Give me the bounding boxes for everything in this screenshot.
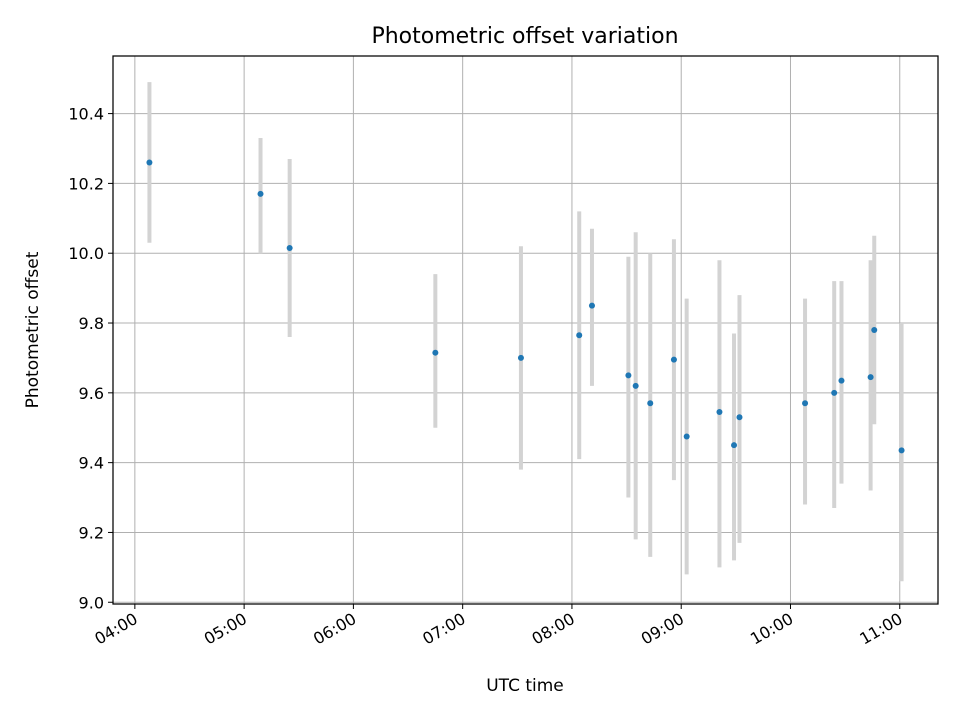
data-point	[286, 244, 293, 251]
x-tick-label: 09:00	[638, 609, 687, 649]
data-point	[432, 349, 439, 356]
data-point	[576, 332, 583, 339]
data-point	[831, 389, 838, 396]
x-axis-title: UTC time	[486, 676, 564, 696]
y-tick-label: 9.4	[79, 454, 104, 473]
x-tick-label: 07:00	[419, 609, 468, 649]
data-points	[146, 159, 905, 454]
x-tick-label: 10:00	[747, 609, 796, 649]
y-tick-label: 9.2	[79, 523, 104, 542]
data-point	[257, 190, 264, 197]
data-point	[871, 327, 878, 333]
y-tick-label: 10.4	[68, 105, 104, 124]
data-point	[802, 400, 809, 407]
data-point	[736, 414, 743, 421]
y-tick-label: 9.6	[79, 384, 104, 403]
y-tick-label: 10.2	[68, 174, 104, 193]
data-point	[867, 374, 874, 381]
data-point	[625, 372, 632, 379]
data-point	[632, 382, 639, 389]
x-tick-label: 04:00	[91, 609, 140, 649]
data-point	[146, 159, 153, 166]
plot-frame	[112, 55, 939, 605]
data-point	[731, 442, 738, 449]
data-point	[647, 400, 654, 407]
y-tick-label: 10.0	[68, 244, 104, 263]
data-point	[517, 354, 524, 361]
x-tick-label: 08:00	[529, 609, 578, 649]
error-bars	[147, 82, 904, 582]
x-tick-label: 06:00	[310, 609, 359, 649]
y-tick-label: 9.8	[79, 314, 104, 333]
y-axis-ticks: 9.0 9.2 9.4 9.6 9.8 10.0 10.2 10.4	[68, 105, 113, 612]
data-point	[683, 433, 690, 440]
data-point	[670, 356, 677, 363]
data-point	[898, 447, 905, 454]
data-point	[588, 302, 595, 309]
chart-title: Photometric offset variation	[371, 24, 678, 49]
x-tick-label: 11:00	[856, 609, 905, 649]
y-axis-title: Photometric offset	[23, 251, 43, 408]
data-point	[838, 377, 845, 384]
x-axis-ticks: 04:00 05:00 06:00 07:00 08:00 09:00 10:00 11:00	[91, 604, 906, 649]
x-tick-label: 05:00	[201, 609, 250, 649]
y-tick-label: 9.0	[79, 593, 104, 612]
grid-lines	[113, 56, 938, 604]
data-point	[716, 409, 723, 416]
